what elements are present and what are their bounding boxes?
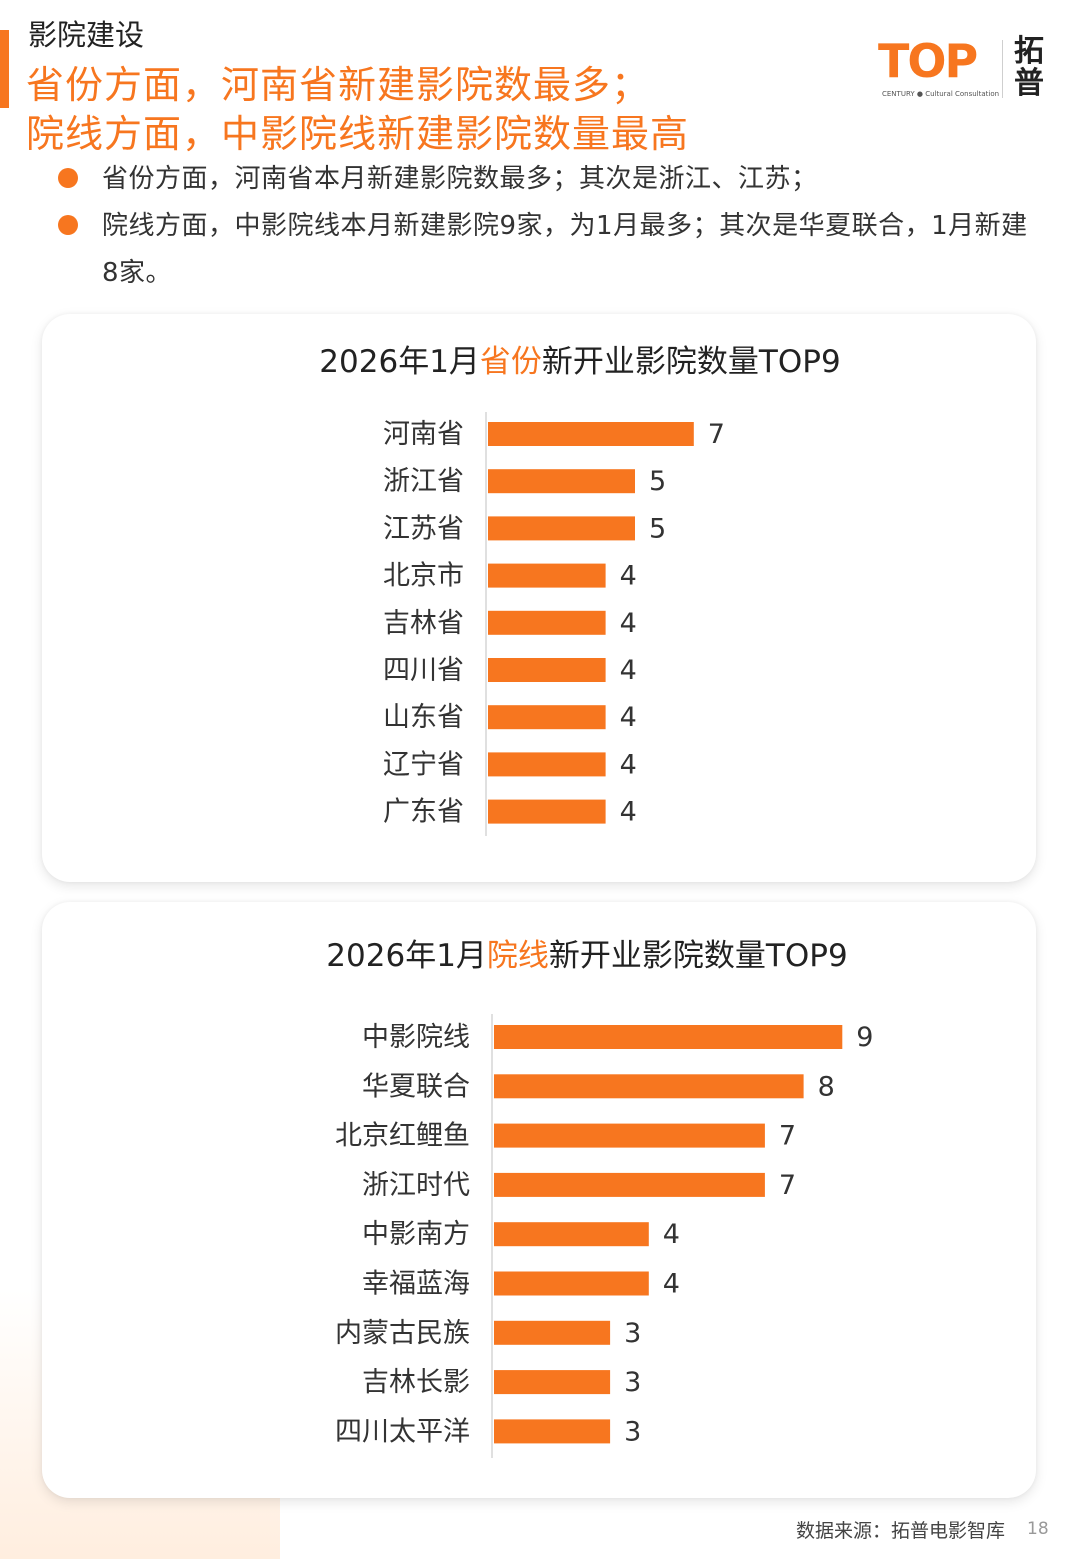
category-label: 山东省: [383, 702, 464, 733]
logo: TOP CENTURY ● Cultural Consultation 拓普: [878, 36, 1058, 106]
value-label: 4: [620, 702, 637, 733]
circuit-chart-card: 2026年1月院线新开业影院数量TOP9 中影院线 9 华夏联合 8 北京红鲤鱼 7 浙江时代…: [42, 902, 1036, 1498]
bar: [494, 1320, 611, 1345]
value-label: 4: [620, 655, 637, 686]
bar: [488, 752, 606, 777]
bullet-text: 院线方面，中影院线本月新建影院9家，为1月最多；其次是华夏联合，1月新建8家。: [102, 211, 1028, 288]
province-chart-card: 2026年1月省份新开业影院数量TOP9 河南省 7 浙江省 5 江苏省 5 北京市 4 吉林省 4…: [42, 314, 1036, 882]
value-label: 4: [620, 749, 637, 780]
category-label: 内蒙古民族: [335, 1318, 470, 1349]
data-source: 数据来源：拓普电影智库: [796, 1520, 1006, 1542]
category-label: 北京市: [383, 561, 464, 592]
value-label: 3: [624, 1318, 641, 1349]
value-label: 7: [708, 419, 725, 450]
category-label: 浙江时代: [362, 1170, 470, 1201]
accent-bar: [0, 30, 9, 108]
category-label: 四川省: [383, 655, 464, 686]
category-label: 辽宁省: [383, 749, 464, 780]
value-label: 4: [620, 561, 637, 592]
value-label: 3: [624, 1416, 641, 1447]
headline-line-1: 省份方面，河南省新建影院数最多；: [26, 63, 651, 107]
logo-divider: [1002, 40, 1003, 98]
bullet-dot-icon: [58, 215, 78, 235]
value-label: 5: [649, 513, 666, 544]
category-label: 江苏省: [383, 513, 464, 544]
logo-tagline: CENTURY ● Cultural Consultation: [882, 90, 1000, 98]
bar: [494, 1172, 765, 1197]
bar: [494, 1271, 649, 1296]
chart-title-highlight: 省份: [480, 344, 542, 380]
category-label: 北京红鲤鱼: [335, 1121, 470, 1152]
bullet-item: 省份方面，河南省本月新建影院数最多；其次是浙江、江苏；: [58, 156, 1038, 203]
value-label: 4: [663, 1219, 680, 1250]
value-label: 3: [624, 1367, 641, 1398]
value-label: 5: [649, 466, 666, 497]
bar: [494, 1419, 611, 1444]
chart-title-suffix: 新开业影院数量TOP9: [549, 938, 848, 974]
chart-title-prefix: 2026年1月: [319, 344, 480, 380]
bar: [488, 422, 694, 446]
bullet-item: 院线方面，中影院线本月新建影院9家，为1月最多；其次是华夏联合，1月新建8家。: [58, 203, 1038, 297]
headline-line-2: 院线方面，中影院线新建影院数量最高: [26, 112, 690, 156]
logo-cn-name: 拓普: [1014, 34, 1044, 101]
bar: [488, 563, 606, 588]
value-label: 7: [779, 1121, 796, 1152]
category-label: 中影南方: [362, 1219, 470, 1250]
category-label: 幸福蓝海: [362, 1269, 470, 1300]
bar: [488, 705, 606, 730]
bullet-list: 省份方面，河南省本月新建影院数最多；其次是浙江、江苏； 院线方面，中影院线本月新…: [58, 156, 1038, 297]
value-label: 9: [856, 1022, 873, 1053]
category-label: 华夏联合: [362, 1071, 470, 1102]
logo-wordmark: TOP: [878, 34, 978, 88]
bar: [488, 516, 635, 541]
category-label: 吉林长影: [362, 1367, 470, 1398]
category-label: 中影院线: [362, 1022, 470, 1053]
value-label: 4: [663, 1269, 680, 1300]
category-label: 浙江省: [383, 466, 464, 497]
bar: [494, 1370, 611, 1395]
bar: [494, 1025, 843, 1049]
section-label: 影院建设: [28, 18, 145, 52]
chart-title-prefix: 2026年1月: [326, 938, 487, 974]
bar: [488, 658, 606, 682]
bullet-dot-icon: [58, 168, 78, 188]
value-label: 4: [620, 797, 637, 828]
category-label: 四川太平洋: [335, 1416, 470, 1447]
chart-title: 2026年1月院线新开业影院数量TOP9: [326, 938, 847, 974]
bar: [494, 1074, 804, 1099]
chart-title: 2026年1月省份新开业影院数量TOP9: [319, 344, 840, 380]
value-label: 7: [779, 1170, 796, 1201]
value-label: 8: [818, 1071, 835, 1102]
bar: [488, 610, 606, 635]
bar: [494, 1222, 649, 1247]
bullet-text: 省份方面，河南省本月新建影院数最多；其次是浙江、江苏；: [102, 164, 818, 194]
bar: [488, 469, 635, 494]
value-label: 4: [620, 608, 637, 639]
category-label: 广东省: [383, 797, 464, 828]
bar: [494, 1123, 765, 1148]
page-number: 18: [1027, 1519, 1049, 1539]
chart-title-highlight: 院线: [487, 938, 549, 974]
category-label: 吉林省: [383, 608, 464, 639]
bar: [488, 799, 606, 824]
category-label: 河南省: [383, 419, 464, 450]
chart-title-suffix: 新开业影院数量TOP9: [542, 344, 841, 380]
province-bar-chart: 2026年1月省份新开业影院数量TOP9 河南省 7 浙江省 5 江苏省 5 北京市 4 吉林省 4…: [319, 344, 841, 836]
circuit-bar-chart: 2026年1月院线新开业影院数量TOP9 中影院线 9 华夏联合 8 北京红鲤鱼 7 浙江时代…: [326, 938, 873, 1458]
